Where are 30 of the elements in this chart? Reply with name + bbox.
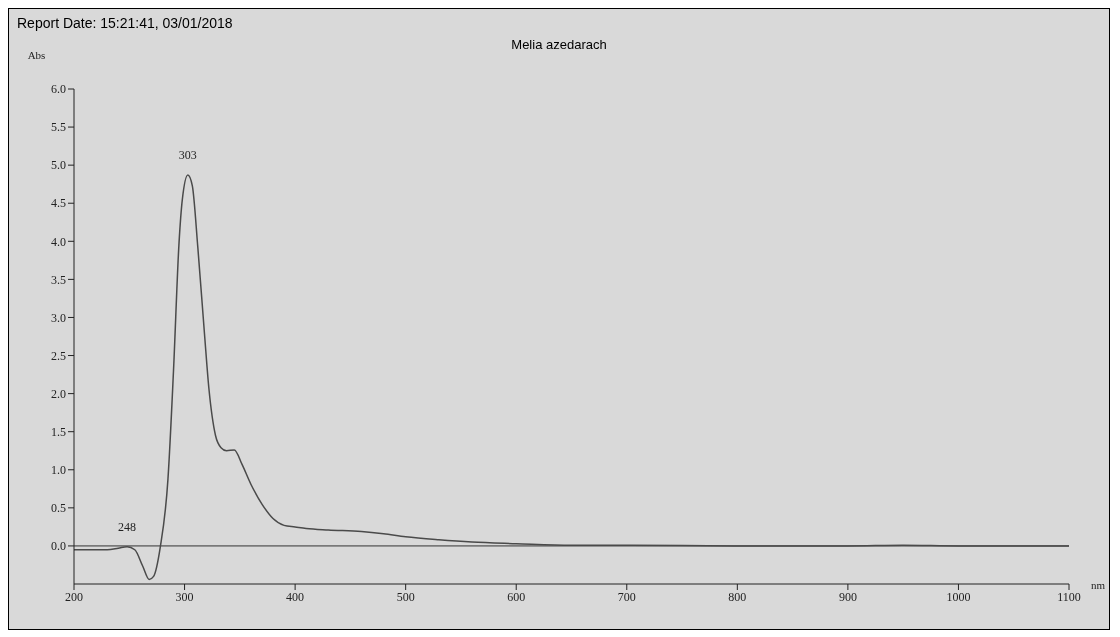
x-tick-label: 400 bbox=[286, 589, 305, 604]
x-tick-label: 900 bbox=[838, 589, 857, 604]
x-tick-label: 700 bbox=[617, 589, 636, 604]
y-tick-label: 4.5 bbox=[51, 196, 66, 211]
x-tick-label: 200 bbox=[65, 589, 83, 604]
y-tick-label: 3.5 bbox=[51, 272, 66, 287]
x-tick-label: 300 bbox=[175, 589, 194, 604]
chart-title: Melia azedarach bbox=[511, 37, 607, 52]
y-axis-title: Abs bbox=[27, 49, 46, 61]
x-axis-title: nm bbox=[1091, 578, 1106, 591]
y-tick-label: 4.0 bbox=[51, 234, 66, 249]
y-tick-label: 2.5 bbox=[51, 348, 66, 363]
line-series bbox=[74, 174, 1069, 581]
y-tick-label: 0.0 bbox=[51, 539, 66, 554]
x-tick-label: 600 bbox=[507, 589, 526, 604]
annotation: 248 bbox=[118, 519, 137, 534]
text: Report Date: 15:21:41, 03/01/2018 bbox=[17, 15, 233, 31]
y-tick-label: 1.5 bbox=[51, 424, 66, 439]
y-tick-label: 6.0 bbox=[51, 82, 66, 97]
y-tick-label: 5.0 bbox=[51, 158, 66, 173]
y-tick-label: 1.0 bbox=[51, 463, 66, 478]
x-tick-label: 500 bbox=[396, 589, 415, 604]
y-tick-label: 2.0 bbox=[51, 386, 66, 401]
y-tick-label: 0.5 bbox=[51, 501, 66, 516]
x-tick-label: 800 bbox=[728, 589, 747, 604]
annotation: 303 bbox=[178, 148, 197, 163]
x-tick-label: 1000 bbox=[946, 589, 971, 604]
x-tick-label: 1100 bbox=[1057, 589, 1081, 604]
y-tick-label: 5.5 bbox=[51, 120, 66, 135]
y-tick-label: 3.0 bbox=[51, 310, 66, 325]
